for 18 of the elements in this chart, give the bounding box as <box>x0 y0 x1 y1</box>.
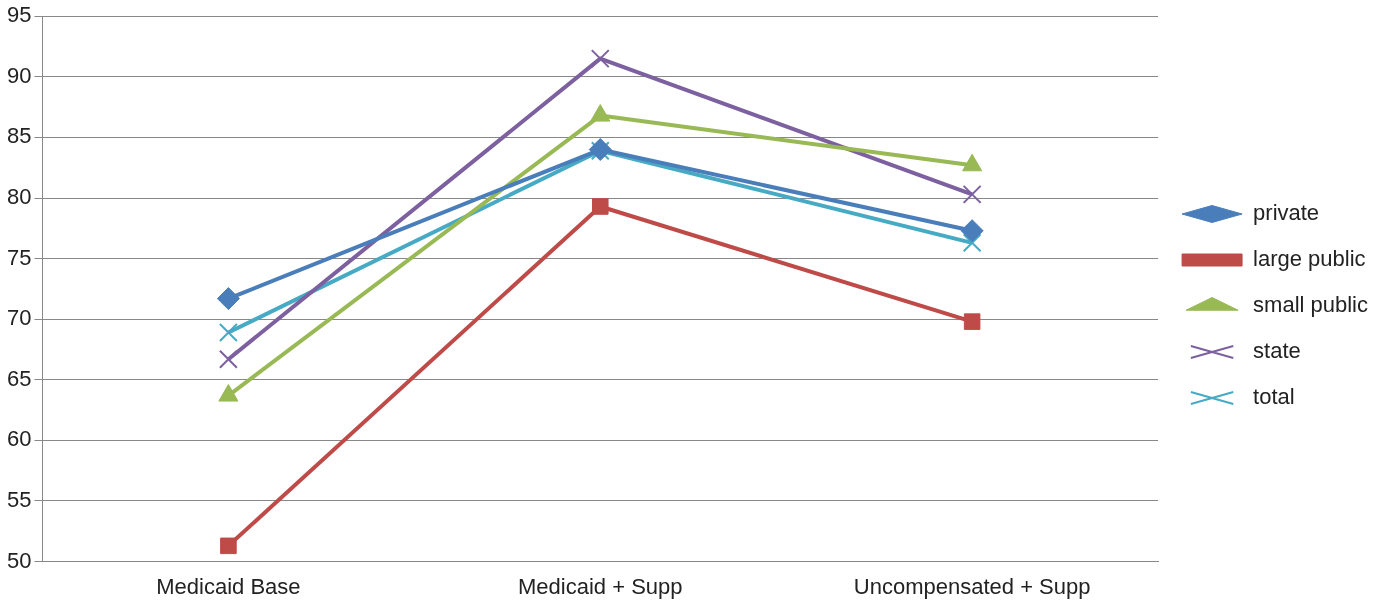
legend-label: large public <box>1253 246 1366 272</box>
y-tick-label: 70 <box>6 305 32 331</box>
y-tick-label: 80 <box>6 184 32 210</box>
legend-label: total <box>1253 384 1295 410</box>
legend-label: state <box>1253 338 1301 364</box>
legend-label: small public <box>1253 292 1369 318</box>
x-tick-label: Medicaid + Supp <box>518 573 683 599</box>
y-tick-label: 60 <box>6 426 32 452</box>
y-tick-label: 50 <box>6 547 32 573</box>
x-tick-label: Uncompensated + Supp <box>853 573 1091 599</box>
legend-label: private <box>1253 200 1320 226</box>
y-tick-label: 65 <box>6 365 32 391</box>
y-tick-label: 95 <box>6 2 32 28</box>
y-tick-label: 90 <box>6 62 32 88</box>
y-tick-label: 55 <box>6 487 32 513</box>
y-tick-label: 75 <box>6 244 32 270</box>
y-tick-label: 85 <box>6 123 32 149</box>
x-tick-label: Medicaid Base <box>156 573 301 599</box>
